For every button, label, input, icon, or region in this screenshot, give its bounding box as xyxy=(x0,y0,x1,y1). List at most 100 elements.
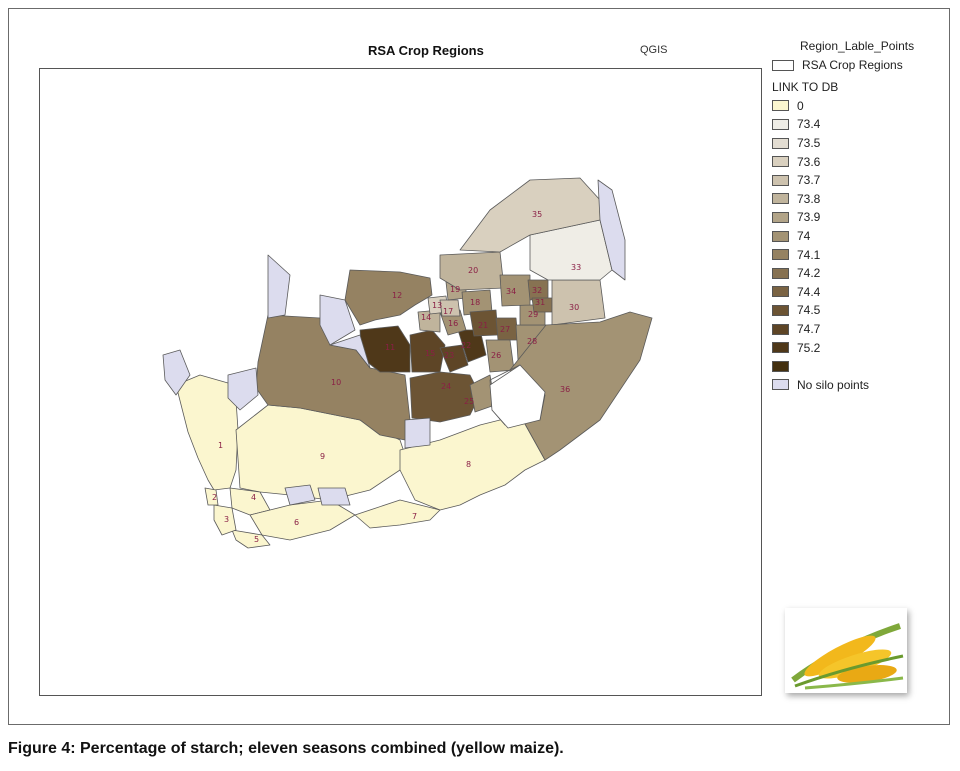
legend-swatch xyxy=(772,211,789,223)
legend-field-title: LINK TO DB xyxy=(772,79,839,94)
map-frame xyxy=(39,68,762,696)
figure-caption: Figure 4: Percentage of starch; eleven s… xyxy=(8,740,564,757)
maize-image xyxy=(785,608,907,693)
region-label: 16 xyxy=(448,319,458,328)
region-label: 25 xyxy=(464,397,474,406)
legend-label: 73.9 xyxy=(797,210,821,225)
legend-swatch xyxy=(772,379,789,391)
region-label: 3 xyxy=(224,515,229,524)
legend-label: No silo points xyxy=(797,377,870,392)
legend-label: 74 xyxy=(797,229,811,244)
legend-label: 74.7 xyxy=(797,322,821,337)
region-label: 8 xyxy=(466,460,471,469)
legend-swatch xyxy=(772,59,794,71)
region-label: 18 xyxy=(470,298,480,307)
legend-swatch xyxy=(772,137,789,149)
legend-label: 74.1 xyxy=(797,247,821,262)
region-shape-2 xyxy=(204,487,219,506)
legend-label: 75.2 xyxy=(797,340,821,355)
legend-swatch xyxy=(772,118,789,130)
region-label: 36 xyxy=(560,385,570,394)
map-title: RSA Crop Regions xyxy=(368,43,484,58)
legend-class: 74.5 xyxy=(772,301,947,320)
region-shape-17 xyxy=(439,299,461,317)
no-silo-shape xyxy=(317,487,351,506)
region-label: 11 xyxy=(385,343,395,352)
region-label: 31 xyxy=(535,298,545,307)
region-shape-20 xyxy=(439,251,505,291)
legend-class: 73.5 xyxy=(772,134,947,153)
legend-label: 73.8 xyxy=(797,191,821,206)
legend-classes: 0 73.4 73.5 73.6 73.7 73.8 73.9 74 74.1 74.2 74.4 7… xyxy=(772,97,947,376)
region-shape-1 xyxy=(175,374,239,491)
region-shape-5 xyxy=(231,529,271,549)
legend-swatch xyxy=(772,249,789,261)
legend-class: 73.4 xyxy=(772,115,947,134)
region-label: 21 xyxy=(478,321,488,330)
region-shape-3 xyxy=(213,504,237,536)
legend-class: 74.2 xyxy=(772,264,947,283)
lesotho-outline xyxy=(489,364,546,429)
legend-label: 74.4 xyxy=(797,284,821,299)
legend-label: 73.4 xyxy=(797,117,821,132)
region-shape-7 xyxy=(354,499,441,529)
legend-label: 73.5 xyxy=(797,136,821,151)
legend-class: 73.7 xyxy=(772,171,947,190)
region-label: 28 xyxy=(527,337,537,346)
region-label: 5 xyxy=(254,535,259,544)
legend-swatch xyxy=(772,174,789,186)
region-label: 34 xyxy=(506,287,516,296)
legend-class: 73.8 xyxy=(772,190,947,209)
legend-label: 74.5 xyxy=(797,303,821,318)
region-shape-23 xyxy=(439,344,469,373)
legend-swatch xyxy=(772,156,789,168)
region-label: 35 xyxy=(532,210,542,219)
region-label: 15 xyxy=(425,349,435,358)
legend-swatch xyxy=(772,323,789,335)
legend-label: 0 xyxy=(797,98,804,113)
legend-label: 74.2 xyxy=(797,266,821,281)
region-label: 7 xyxy=(412,512,417,521)
no-silo-shape xyxy=(267,254,291,319)
legend-label-layer: Region_Lable_Points xyxy=(800,39,915,53)
legend-swatch xyxy=(772,286,789,298)
legend-class: 74.4 xyxy=(772,283,947,302)
region-label: 1 xyxy=(218,441,223,450)
legend-no-silo: No silo points xyxy=(772,376,947,395)
region-label: 29 xyxy=(528,310,538,319)
legend-swatch xyxy=(772,193,789,205)
no-silo-shape xyxy=(329,334,371,369)
region-label: 32 xyxy=(532,286,542,295)
region-label: 14 xyxy=(421,313,431,322)
region-shape-6 xyxy=(249,499,356,541)
region-label: 19 xyxy=(450,285,460,294)
legend-class: 0 xyxy=(772,97,947,116)
legend-swatch xyxy=(772,100,789,112)
legend-label: 73.6 xyxy=(797,154,821,169)
region-label: 27 xyxy=(500,325,510,334)
region-label: 17 xyxy=(443,307,453,316)
legend-swatch xyxy=(772,230,789,242)
legend-swatch xyxy=(772,342,789,354)
region-shape-8 xyxy=(399,414,546,511)
region-label: 6 xyxy=(294,518,299,527)
region-label: 22 xyxy=(461,341,471,350)
legend-outline-layer: RSA Crop Regions xyxy=(772,56,947,75)
legend-class xyxy=(772,357,947,376)
no-silo-shape xyxy=(162,349,191,396)
region-shape-34 xyxy=(499,274,531,307)
legend-swatch xyxy=(772,360,789,372)
region-label: 30 xyxy=(569,303,579,312)
qgis-label: QGIS xyxy=(640,44,668,56)
no-silo-shape xyxy=(227,367,259,411)
map-legend: Region_Lable_Points RSA Crop Regions LIN… xyxy=(772,36,947,394)
legend-class: 75.2 xyxy=(772,338,947,357)
region-label: 9 xyxy=(320,452,325,461)
region-label: 24 xyxy=(441,382,451,391)
no-silo-shape xyxy=(284,484,316,506)
region-label: 33 xyxy=(571,263,581,272)
legend-swatch xyxy=(772,304,789,316)
no-silo-shape xyxy=(319,294,356,346)
legend-class: 74 xyxy=(772,227,947,246)
